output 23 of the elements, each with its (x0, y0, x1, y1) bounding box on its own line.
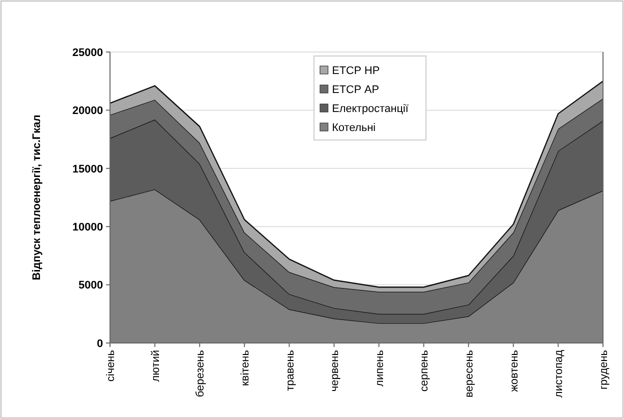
y-tick-label: 5000 (78, 280, 103, 292)
y-tick-label: 15000 (72, 163, 103, 176)
x-tick-label: березень (194, 350, 207, 398)
x-tick-label: жовтень (508, 350, 520, 392)
x-tick-label: серпень (418, 350, 431, 392)
y-axis-title: Відпуск теплоенергії, тис.Гкал (31, 114, 43, 280)
x-tick-label: вересень (464, 350, 476, 398)
x-tick-label: лютий (150, 350, 162, 382)
x-tick-label: червень (329, 350, 342, 392)
legend-label: Електростанції (332, 102, 408, 115)
y-tick-label: 10000 (72, 221, 103, 234)
y-tick-label: 25000 (72, 46, 103, 59)
x-tick-label: травень (284, 350, 296, 391)
x-tick-label: січень (105, 350, 117, 382)
x-tick-label: липень (374, 350, 386, 386)
legend-label: ЕТСР АР (332, 84, 380, 96)
legend-label: Котельні (332, 122, 376, 134)
y-tick-label: 0 (96, 338, 103, 350)
y-tick-label: 20000 (72, 105, 103, 118)
x-tick-label: грудень (598, 350, 610, 390)
legend-label: ЕТСР НР (332, 64, 380, 77)
x-tick-label: листопад (553, 349, 566, 398)
x-tick-label: квітень (239, 350, 252, 386)
